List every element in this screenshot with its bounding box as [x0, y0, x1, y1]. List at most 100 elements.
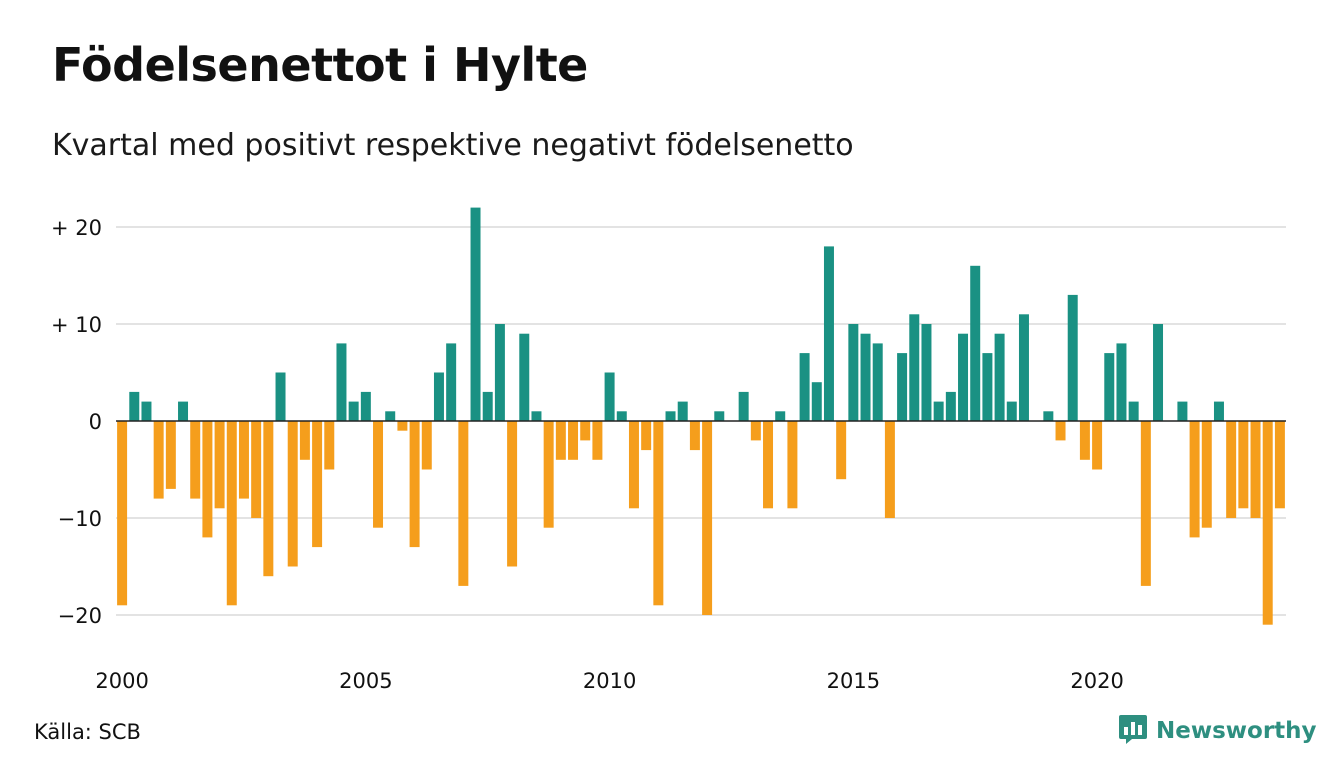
- bar: [665, 411, 676, 421]
- bar: [1238, 421, 1249, 509]
- bar: [129, 391, 140, 421]
- bar: [1226, 421, 1237, 518]
- bar: [543, 421, 554, 528]
- bar: [263, 421, 274, 577]
- bar: [958, 333, 969, 421]
- brand-logo[interactable]: Newsworthy: [1118, 713, 1317, 749]
- bar: [641, 421, 652, 451]
- bar: [238, 421, 249, 499]
- source-note: Källa: SCB: [34, 720, 141, 744]
- bar: [1189, 421, 1200, 538]
- bar: [1067, 294, 1078, 421]
- bar: [604, 372, 615, 421]
- bar: [787, 421, 798, 509]
- bar: [348, 401, 359, 421]
- bar: [226, 421, 237, 606]
- bar: [421, 421, 432, 470]
- y-tick-label: −10: [58, 507, 102, 531]
- bar: [799, 353, 810, 421]
- bar: [1213, 401, 1224, 421]
- bar: [945, 391, 956, 421]
- bar: [214, 421, 225, 509]
- y-tick-label: −20: [58, 604, 102, 628]
- bar: [1274, 421, 1285, 509]
- bar: [1116, 343, 1127, 421]
- bar: [823, 246, 834, 421]
- bar: [580, 421, 591, 441]
- bar: [811, 382, 822, 421]
- bar: [970, 265, 981, 421]
- y-tick-label: + 20: [51, 216, 102, 240]
- x-tick-label: 2000: [95, 669, 148, 693]
- bar: [458, 421, 469, 586]
- bar: [446, 343, 457, 421]
- bar: [994, 333, 1005, 421]
- bar: [202, 421, 213, 538]
- bar: [1043, 411, 1054, 421]
- bar: [933, 401, 944, 421]
- bar: [677, 401, 688, 421]
- brand-name: Newsworthy: [1156, 718, 1317, 744]
- bar: [763, 421, 774, 509]
- x-tick-label: 2010: [583, 669, 636, 693]
- bar: [860, 333, 871, 421]
- bar: [750, 421, 761, 441]
- x-tick-label: 2020: [1070, 669, 1123, 693]
- bar: [555, 421, 566, 460]
- bar-chart-speech-bubble-icon: [1118, 713, 1148, 749]
- bar: [1250, 421, 1261, 518]
- bar: [738, 391, 749, 421]
- bar: [312, 421, 323, 548]
- bar: [397, 421, 408, 431]
- bar: [275, 372, 286, 421]
- y-tick-label: + 10: [51, 313, 102, 337]
- bar: [482, 391, 493, 421]
- bar: [982, 353, 993, 421]
- bar: [336, 343, 347, 421]
- bar: [251, 421, 262, 518]
- bars: [117, 207, 1285, 625]
- bar: [616, 411, 627, 421]
- bar: [689, 421, 700, 451]
- bar: [494, 324, 505, 421]
- bar: [1018, 314, 1029, 421]
- bar: [872, 343, 883, 421]
- bar: [1079, 421, 1090, 460]
- bar: [775, 411, 786, 421]
- bar: [628, 421, 639, 509]
- bar: [848, 324, 859, 421]
- bar: [360, 391, 371, 421]
- bar: [507, 421, 518, 567]
- bar: [117, 421, 128, 606]
- bar: [190, 421, 201, 499]
- bar: [653, 421, 664, 606]
- axes: + 20 + 10 0 −10 −20 2000 2005 2010 2015 2020: [51, 216, 1286, 693]
- bar: [531, 411, 542, 421]
- bar: [433, 372, 444, 421]
- x-tick-label: 2005: [339, 669, 392, 693]
- bar: [165, 421, 176, 489]
- bar: [324, 421, 335, 470]
- bar: [409, 421, 420, 548]
- bar: [909, 314, 920, 421]
- x-tick-label: 2015: [827, 669, 880, 693]
- bar: [1055, 421, 1066, 441]
- bar: [385, 411, 396, 421]
- bar: [1140, 421, 1151, 586]
- bar: [1128, 401, 1139, 421]
- bar: [836, 421, 847, 480]
- bar: [714, 411, 725, 421]
- bar: [1104, 353, 1115, 421]
- bar: [1092, 421, 1103, 470]
- grid-lines: [116, 226, 1286, 616]
- bar: [897, 353, 908, 421]
- bar: [299, 421, 310, 460]
- bar: [702, 421, 713, 615]
- bar: [1006, 401, 1017, 421]
- bar: [592, 421, 603, 460]
- bar: [373, 421, 384, 528]
- bar: [519, 333, 530, 421]
- bar: [1201, 421, 1212, 528]
- bar: [178, 401, 189, 421]
